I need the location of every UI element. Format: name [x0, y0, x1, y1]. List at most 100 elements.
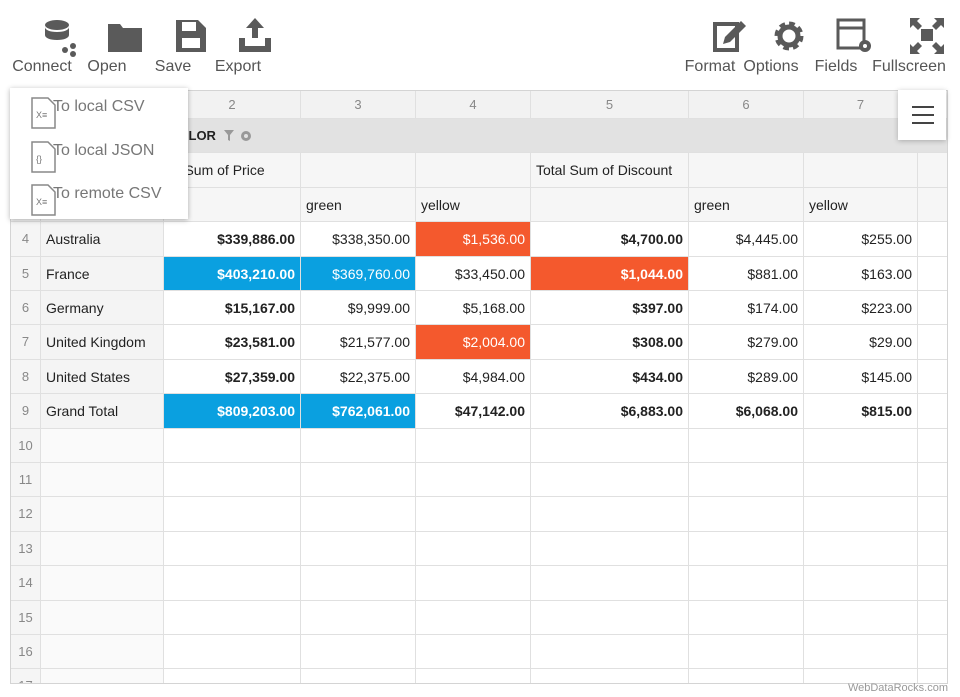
row-label: United States — [41, 359, 164, 395]
empty-cell — [689, 566, 804, 601]
empty-cell — [531, 497, 689, 532]
value-cell: $23,581.00 — [164, 325, 301, 360]
column-header: 4 — [416, 91, 531, 119]
empty-cell — [804, 635, 918, 670]
empty-cell — [918, 635, 947, 670]
toolbar-button[interactable]: Fullscreen — [872, 0, 946, 88]
empty-cell — [301, 600, 416, 635]
empty-cell — [164, 600, 301, 635]
empty-cell — [164, 531, 301, 567]
value-cell: $6,883.00 — [531, 394, 689, 429]
header-cell — [531, 119, 689, 154]
value-cell: $369,760.00 — [301, 256, 416, 291]
value-cell: $6,068.00 — [689, 394, 804, 429]
row-number: 7 — [11, 325, 41, 360]
toolbar-button[interactable]: Save — [138, 0, 208, 88]
header-cell — [804, 187, 918, 223]
empty-cell — [804, 669, 918, 683]
empty-cell — [531, 566, 689, 601]
empty-cell — [918, 497, 947, 532]
toolbar-button[interactable]: Format — [675, 0, 746, 88]
empty-cell — [164, 463, 301, 498]
filter-icons[interactable] — [223, 129, 257, 148]
empty-cell — [689, 497, 804, 532]
value-cell: $762,061.00 — [301, 394, 416, 429]
row-number: 10 — [11, 428, 41, 463]
value-cell: $434.00 — [531, 359, 689, 395]
column-header: 6 — [689, 91, 804, 119]
menu-button[interactable] — [898, 90, 946, 140]
empty-cell — [164, 566, 301, 601]
header-cell — [689, 153, 804, 188]
empty-cell — [164, 497, 301, 532]
empty-cell — [301, 669, 416, 683]
header-cell — [416, 187, 531, 223]
export-menu: X≡ To local CSV {} To local JSON X≡ To remote… — [10, 88, 188, 219]
empty-cell — [41, 600, 164, 635]
value-cell: $403,210.00 — [164, 256, 301, 291]
empty-cell — [416, 600, 531, 635]
value-cell: $289.00 — [689, 359, 804, 395]
empty-cell — [164, 669, 301, 683]
empty-cell — [301, 635, 416, 670]
empty-cell — [918, 429, 947, 463]
menu-item[interactable]: X≡ To local CSV — [10, 88, 188, 129]
empty-cell — [41, 669, 164, 683]
empty-cell — [918, 360, 947, 395]
column-header: 3 — [301, 91, 416, 119]
value-cell: $33,450.00 — [416, 256, 531, 291]
header-cell — [918, 187, 947, 223]
empty-cell — [804, 428, 918, 463]
toolbar-label: Connect — [12, 58, 72, 75]
row-number: 17 — [11, 669, 41, 683]
row-number: 8 — [11, 359, 41, 395]
header-cell — [416, 153, 531, 188]
empty-cell — [804, 497, 918, 532]
menu-item[interactable]: X≡ To remote CSV — [10, 175, 188, 216]
value-cell: $1,044.00 — [531, 256, 689, 291]
toolbar-button[interactable]: Connect — [7, 0, 77, 88]
row-label: Germany — [41, 291, 164, 326]
svg-text:X≡: X≡ — [36, 110, 47, 120]
value-cell: $1,536.00 — [416, 222, 531, 257]
empty-cell — [804, 531, 918, 567]
value-cell: $163.00 — [804, 256, 918, 291]
row-number: 5 — [11, 256, 41, 291]
header-cell — [301, 187, 416, 223]
empty-cell — [301, 566, 416, 601]
toolbar-button[interactable]: Open — [72, 0, 142, 88]
row-number: 13 — [11, 531, 41, 567]
measure-header: Total Sum of Discount — [536, 162, 673, 179]
empty-cell — [689, 531, 804, 567]
toolbar-button[interactable]: Fields — [801, 0, 871, 88]
value-cell: $174.00 — [689, 291, 804, 326]
header-cell — [531, 153, 689, 188]
svg-text:X≡: X≡ — [36, 197, 47, 207]
empty-cell — [531, 635, 689, 670]
menu-label: To local CSV — [53, 98, 145, 115]
value-cell: $47,142.00 — [416, 394, 531, 429]
empty-cell — [301, 463, 416, 498]
header-cell — [301, 119, 416, 154]
header-cell — [918, 153, 947, 188]
empty-cell — [416, 635, 531, 670]
empty-cell — [301, 428, 416, 463]
empty-cell — [416, 463, 531, 498]
value-cell: $22,375.00 — [301, 359, 416, 395]
empty-cell — [41, 497, 164, 532]
menu-item[interactable]: {} To local JSON — [10, 132, 188, 173]
color-header: yellow — [421, 196, 460, 213]
header-cell — [689, 119, 804, 154]
value-cell: $279.00 — [689, 325, 804, 360]
row-label: Grand Total — [41, 394, 164, 429]
toolbar-label: Format — [684, 58, 736, 75]
empty-cell — [918, 325, 947, 360]
value-cell: $815.00 — [804, 394, 918, 429]
value-cell: $881.00 — [689, 256, 804, 291]
toolbar-button[interactable]: Options — [736, 0, 806, 88]
row-number: 14 — [11, 566, 41, 601]
header-cell — [416, 119, 531, 154]
toolbar-button[interactable]: Export — [203, 0, 273, 88]
row-label: Australia — [41, 222, 164, 257]
value-cell: $21,577.00 — [301, 325, 416, 360]
